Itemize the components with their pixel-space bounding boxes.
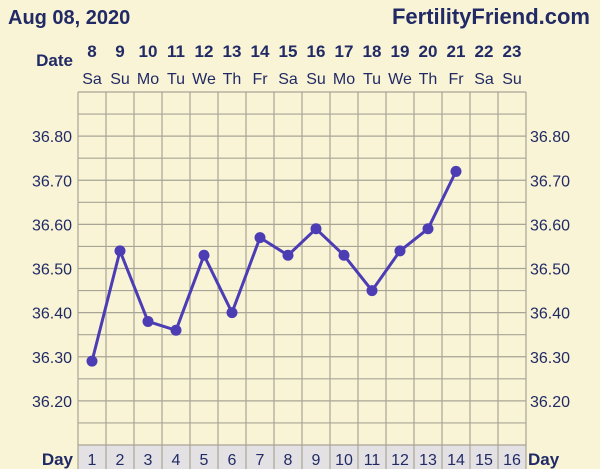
- weekday-label: Su: [110, 71, 130, 88]
- data-point: [254, 232, 266, 244]
- chart-grid: [77, 91, 527, 469]
- date-label: 16: [307, 42, 326, 61]
- site-name: FertilityFriend.com: [392, 4, 590, 29]
- date-row-label: Date: [36, 51, 73, 70]
- data-point: [198, 249, 210, 261]
- data-point: [114, 245, 126, 257]
- weekday-label: Sa: [82, 71, 102, 88]
- day-label: 10: [335, 452, 353, 469]
- y-tick-label-left: 36.70: [32, 173, 72, 190]
- date-label: 19: [391, 42, 410, 61]
- date-label: 10: [139, 42, 158, 61]
- y-tick-label-left: 36.50: [32, 262, 72, 279]
- y-tick-label-left: 36.60: [32, 217, 72, 234]
- weekday-label: Th: [223, 71, 242, 88]
- date-label: 18: [363, 42, 382, 61]
- day-label: 12: [391, 452, 409, 469]
- y-tick-label-left: 36.30: [32, 350, 72, 367]
- date-label: 22: [475, 42, 494, 61]
- date-label: 9: [115, 42, 124, 61]
- y-tick-label-right: 36.20: [530, 394, 570, 411]
- day-label: 2: [116, 452, 125, 469]
- date-label: 14: [251, 42, 270, 61]
- data-point: [366, 285, 378, 297]
- data-point: [450, 165, 462, 177]
- day-label: 5: [200, 452, 209, 469]
- date-label: 13: [223, 42, 242, 61]
- data-point: [282, 249, 294, 261]
- y-tick-label-right: 36.70: [530, 173, 570, 190]
- day-label: 4: [172, 452, 181, 469]
- date-label: 8: [87, 42, 96, 61]
- weekday-label: We: [192, 71, 216, 88]
- day-label: 15: [475, 452, 493, 469]
- data-point: [394, 245, 406, 257]
- date-label: 23: [503, 42, 522, 61]
- day-label: 13: [419, 452, 437, 469]
- date-label: 21: [447, 42, 466, 61]
- data-point: [170, 324, 182, 336]
- date-label: 17: [335, 42, 354, 61]
- data-point: [86, 355, 98, 367]
- data-point: [310, 223, 322, 235]
- data-point: [142, 315, 154, 327]
- data-point: [226, 307, 238, 319]
- y-tick-label-left: 36.20: [32, 394, 72, 411]
- date-label: 20: [419, 42, 438, 61]
- weekday-label: Tu: [167, 71, 185, 88]
- weekday-label: Sa: [278, 71, 298, 88]
- y-tick-label-left: 36.80: [32, 129, 72, 146]
- day-label: 9: [312, 452, 321, 469]
- day-label: 11: [364, 452, 381, 469]
- chart-series: [86, 165, 462, 367]
- weekday-label: Sa: [474, 71, 494, 88]
- date-label: 15: [279, 42, 298, 61]
- day-label: 8: [284, 452, 293, 469]
- weekday-label: Su: [502, 71, 522, 88]
- y-tick-label-right: 36.40: [530, 306, 570, 323]
- y-tick-label-left: 36.40: [32, 306, 72, 323]
- y-tick-label-right: 36.80: [530, 129, 570, 146]
- weekday-label: We: [388, 71, 412, 88]
- weekday-label: Th: [419, 71, 438, 88]
- weekday-label: Fr: [448, 71, 464, 88]
- y-tick-label-right: 36.60: [530, 217, 570, 234]
- chart-date-title: Aug 08, 2020: [8, 7, 130, 29]
- day-row-label-right: Day: [528, 450, 560, 469]
- date-label: 11: [167, 42, 185, 61]
- weekday-label: Tu: [363, 71, 381, 88]
- day-label: 6: [228, 452, 237, 469]
- date-label: 12: [195, 42, 214, 61]
- day-label: 14: [447, 452, 465, 469]
- data-point: [338, 249, 350, 261]
- day-row-label: Day: [42, 450, 74, 469]
- day-label: 1: [88, 452, 97, 469]
- weekday-label: Mo: [137, 71, 159, 88]
- chart-labels: 36.80 36.80 36.70 36.70 36.60 36.60 36.50 36.50…: [32, 42, 570, 469]
- day-label: 16: [503, 452, 521, 469]
- day-label: 3: [144, 452, 153, 469]
- weekday-label: Mo: [333, 71, 355, 88]
- day-label: 7: [256, 452, 265, 469]
- weekday-label: Su: [306, 71, 326, 88]
- y-tick-label-right: 36.30: [530, 350, 570, 367]
- data-point: [422, 223, 434, 235]
- y-tick-label-right: 36.50: [530, 262, 570, 279]
- weekday-label: Fr: [252, 71, 268, 88]
